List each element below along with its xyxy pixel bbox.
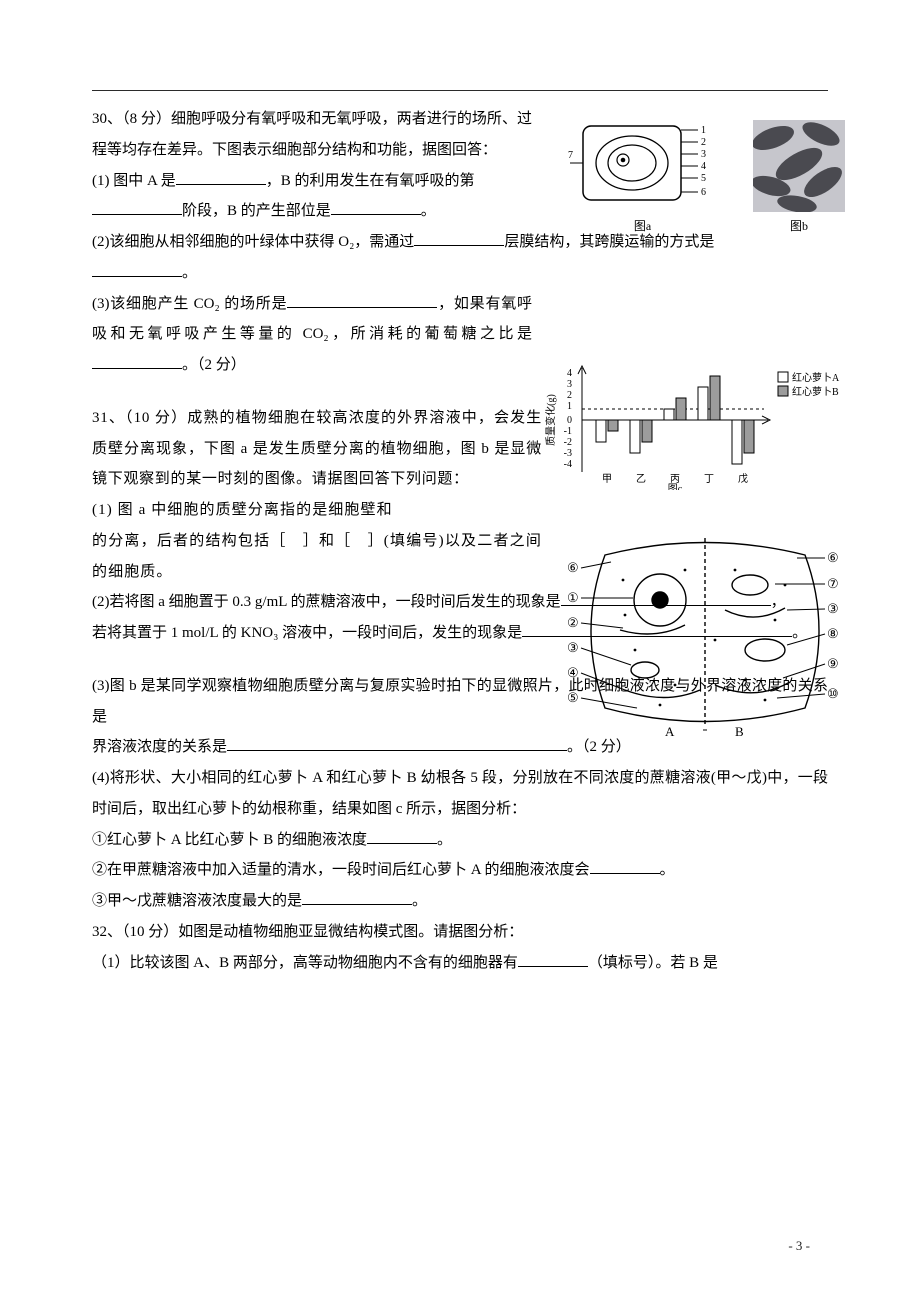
page-footer: - 3 - [788,1233,810,1260]
svg-text:②: ② [567,615,579,630]
q31-p42: ②在甲蔗糖溶液中加入适量的清水，一段时间后红心萝卜 A 的细胞液浓度会 。 [92,855,828,886]
q30-p1d: 。 [421,203,436,219]
svg-text:④: ④ [567,665,579,680]
svg-text:质量变化(g): 质量变化(g) [544,394,557,446]
q30-p3: (3)该细胞产生 CO₂ 的场所是，如果有氧呼吸和无氧呼吸产生等量的 CO₂，所… [92,289,532,381]
figure-b-caption: 图b [790,219,808,233]
svg-text:红心萝卜A: 红心萝卜A [792,371,840,384]
q30-stem: 30、（8 分）细胞呼吸分有氧呼吸和无氧呼吸，两者进行的场所、过程等均存在差异。… [92,104,532,166]
figure-b: 图b [748,120,850,239]
figure-c-caption: 图c [668,483,683,490]
q30-p3a: (3)该细胞产生 CO₂ 的场所是 [92,296,287,312]
q32-p1: （1）比较该图 A、B 两部分，高等动物细胞内不含有的细胞器有 （填标号）。若 B… [92,948,828,979]
svg-text:2: 2 [701,137,706,148]
q32-stem: 32、（10 分）如图是动植物细胞亚显微结构模式图。请据图分析： [92,917,828,948]
svg-text:-4: -4 [564,459,572,470]
figure-b-svg [753,120,845,212]
svg-text:4: 4 [701,161,706,172]
q30-p3c: 。（2 分） [182,357,246,373]
svg-text:红心萝卜B: 红心萝卜B [792,385,839,398]
q30-p1a: (1) 图中 A 是 [92,173,176,189]
svg-text:丁: 丁 [704,474,714,485]
svg-text:⑤: ⑤ [567,690,579,705]
svg-text:2: 2 [567,390,572,401]
svg-text:-2: -2 [564,437,572,448]
svg-text:乙: 乙 [636,473,646,485]
svg-text:5: 5 [701,173,706,184]
q32-p1b: （填标号）。若 B 是 [588,955,718,971]
q30-p1b: ，B 的利用发生在有氧呼吸的第 [266,173,475,189]
svg-text:0: 0 [567,415,572,426]
svg-text:A: A [665,724,675,739]
svg-text:4: 4 [567,368,572,379]
svg-text:1: 1 [701,125,706,136]
figure-cell-svg: ⑥ ① ② ③ ④ ⑤ ⑥ ⑦ ③ ⑧ ⑨ ⑩ A B [565,530,845,740]
figure-a-caption: 图a [634,219,651,233]
q31-p42a: ②在甲蔗糖溶液中加入适量的清水，一段时间后红心萝卜 A 的细胞液浓度会 [92,862,590,878]
figure-cell: ⑥ ① ② ③ ④ ⑤ ⑥ ⑦ ③ ⑧ ⑨ ⑩ A B [565,530,850,752]
horizontal-rule-top [92,90,828,91]
q32-p1a: （1）比较该图 A、B 两部分，高等动物细胞内不含有的细胞器有 [92,955,518,971]
svg-text:⑧: ⑧ [827,626,839,641]
q30-p2c: 。 [182,265,197,281]
q31-p43: ③甲～戊蔗糖溶液浓度最大的是 。 [92,886,828,917]
q31-p1b: 的分离，后者的结构包括［ ］和［ ］(填编号)以及二者之间的细胞质。 [92,533,542,580]
svg-text:③: ③ [827,601,839,616]
svg-text:戊: 戊 [738,473,748,485]
q31-p1: (1) 图 a 中细胞的质壁分离指的是细胞壁和 的分离，后者的结构包括［ ］和［… [92,495,542,587]
svg-text:⑥: ⑥ [567,560,579,575]
q30-p1c: 阶段，B 的产生部位是 [182,203,331,219]
q31-p41: ①红心萝卜 A 比红心萝卜 B 的细胞液浓度 。 [92,825,828,856]
q31-p4: (4)将形状、大小相同的红心萝卜 A 和红心萝卜 B 幼根各 5 段，分别放在不… [92,763,828,825]
q31-p41b: 。 [437,832,452,848]
q31-p43b: 。 [412,893,427,909]
svg-text:7: 7 [568,150,573,161]
figure-a: 1 2 3 4 5 6 7 图a [555,120,730,239]
svg-text:1: 1 [567,401,572,412]
svg-text:3: 3 [567,379,572,390]
svg-text:⑥: ⑥ [827,550,839,565]
q31-p2c: 若将其置于 1 mol/L 的 KNO₃ 溶液中，一段时间后，发生的现象是 [92,625,522,641]
svg-text:甲: 甲 [602,474,612,485]
svg-text:6: 6 [701,187,706,198]
q31-p1a: (1) 图 a 中细胞的质壁分离指的是细胞壁和 [92,502,393,518]
figure-c: 4 3 2 1 0 -1 -2 -3 -4 质量变化(g) 甲 [542,360,842,499]
svg-text:3: 3 [701,149,706,160]
figure-c-svg: 4 3 2 1 0 -1 -2 -3 -4 质量变化(g) 甲 [542,360,842,490]
svg-text:-1: -1 [564,426,572,437]
figure-a-svg: 1 2 3 4 5 6 7 [568,120,718,212]
q31-p42b: 。 [660,862,675,878]
svg-text:-3: -3 [564,448,572,459]
q30-p2a: (2)该细胞从相邻细胞的叶绿体中获得 O₂，需通过 [92,234,414,250]
q31-stem: 31、（10 分）成熟的植物细胞在较高浓度的外界溶液中，会发生质壁分离现象，下图… [92,403,542,495]
q31-p2a: (2)若将图 a 细胞置于 0.3 g/mL 的蔗糖溶液中，一段时间后发生的现象… [92,594,561,610]
svg-text:⑨: ⑨ [827,656,839,671]
q31-p43a: ③甲～戊蔗糖溶液浓度最大的是 [92,893,302,909]
svg-text:B: B [735,724,744,739]
svg-text:⑦: ⑦ [827,576,839,591]
svg-text:①: ① [567,590,579,605]
svg-text:⑩: ⑩ [827,686,839,701]
svg-text:③: ③ [567,640,579,655]
q31-p41a: ①红心萝卜 A 比红心萝卜 B 的细胞液浓度 [92,832,367,848]
